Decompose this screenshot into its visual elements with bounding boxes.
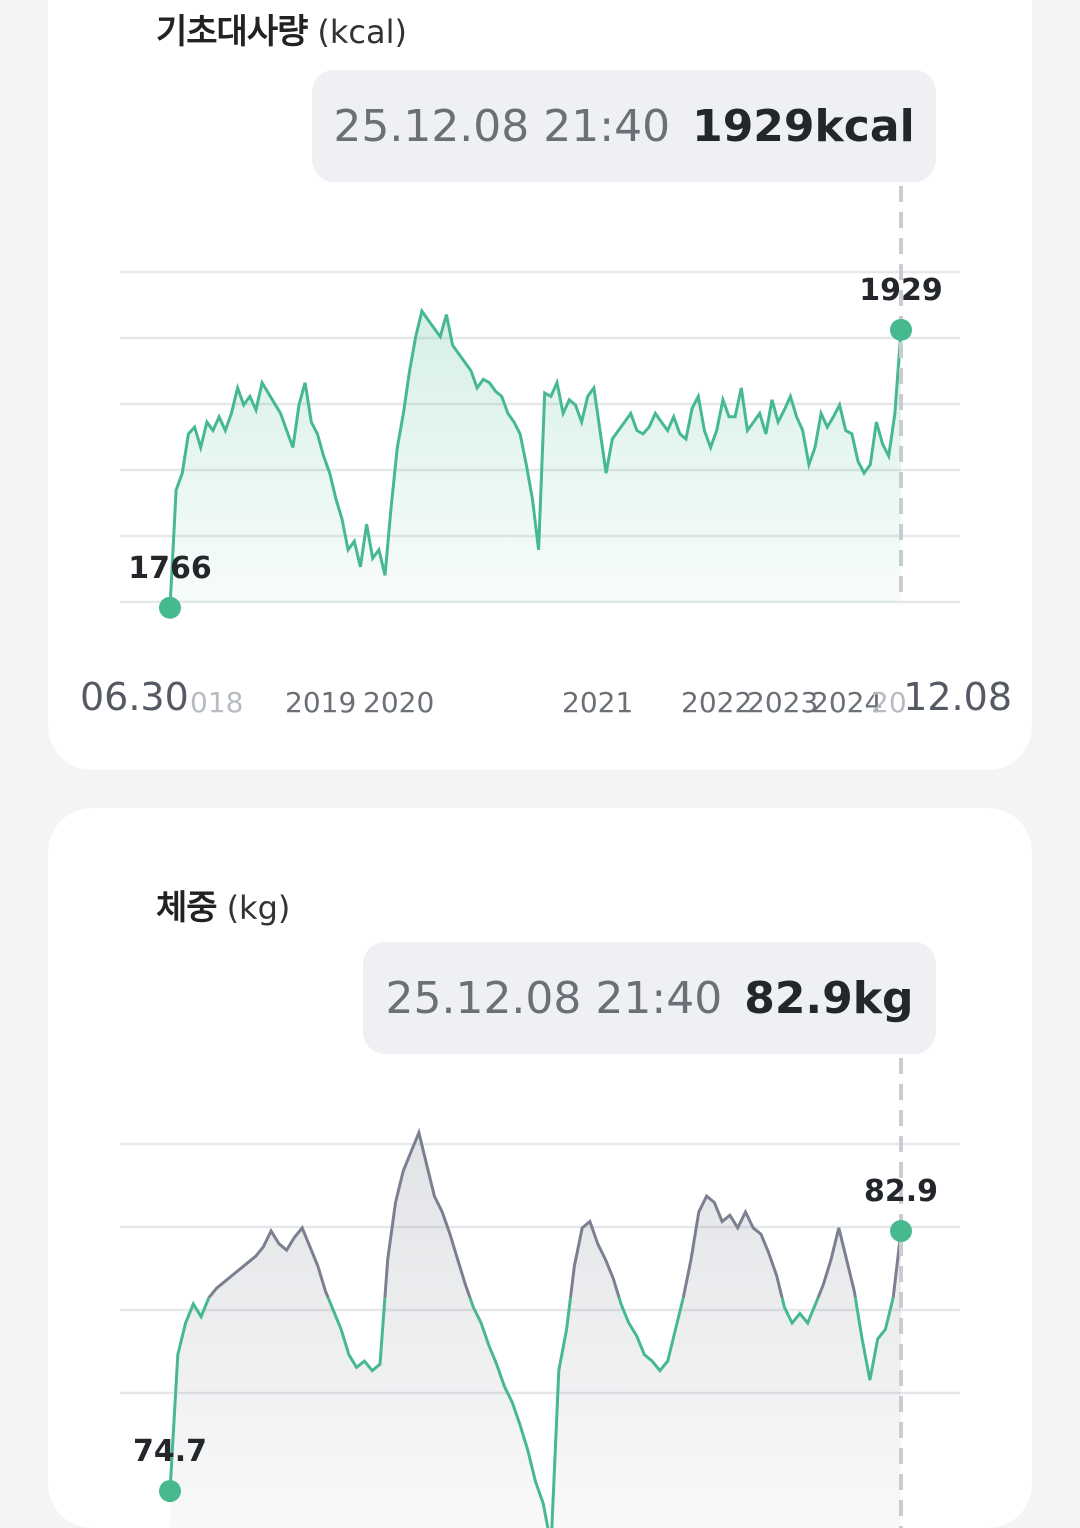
x-tick-label: 2022 [681,686,752,719]
series-area-fill [170,1132,901,1528]
weight-card: 체중 (kg) 25.12.08 21:40 82.9kg 74.7 82.9 [48,808,1032,1528]
series-area-fill [170,311,901,608]
weight-chart[interactable]: 74.7 82.9 [48,808,1032,1528]
bmr-tooltip-time: 25.12.08 21:40 [333,100,671,152]
data-label-last: 1929 [859,273,943,308]
data-label-first: 74.7 [133,1434,207,1469]
weight-title-text: 체중 [156,888,218,928]
data-point-last [890,1220,912,1243]
weight-tooltip-value: 82.9kg [744,972,914,1024]
bmr-chart[interactable]: 1766 1929 06.30 018 2019 2020 2021 202220232024… [48,0,1032,770]
x-tick-label: 018 [190,686,243,719]
bmr-tooltip-value: 1929kcal [692,100,915,152]
x-tick-label: 2019 [285,686,356,719]
weight-title: 체중 (kg) [156,880,290,929]
x-tick-label: 2024 [811,686,882,719]
data-label-first: 1766 [128,551,212,586]
bmr-tooltip: 25.12.08 21:40 1929kcal [312,70,936,182]
series-line [168,307,903,608]
x-tick-label: 2023 [747,686,818,719]
data-point-last [890,318,912,341]
data-label-last: 82.9 [864,1174,938,1209]
x-tick-label: 06.30 [80,675,189,719]
weight-tooltip: 25.12.08 21:40 82.9kg [363,942,936,1054]
bmr-title-text: 기초대사량 [156,12,308,52]
x-tick-label: 2021 [562,686,633,719]
bmr-title: 기초대사량 (kcal) [156,4,407,53]
x-tick-label: 2020 [363,686,434,719]
weight-tooltip-time: 25.12.08 21:40 [385,972,723,1024]
bmr-card: 기초대사량 (kcal) 25.12.08 21:40 1929kcal 1766… [48,0,1032,770]
data-point-first [159,596,181,619]
series-line-upper [207,1127,903,1298]
x-tick-label: 20 [871,686,907,719]
bmr-unit: (kcal) [317,13,407,51]
data-point-first [159,1480,181,1503]
x-tick-label: 12.08 [903,675,1012,719]
weight-unit: (kg) [226,889,291,927]
